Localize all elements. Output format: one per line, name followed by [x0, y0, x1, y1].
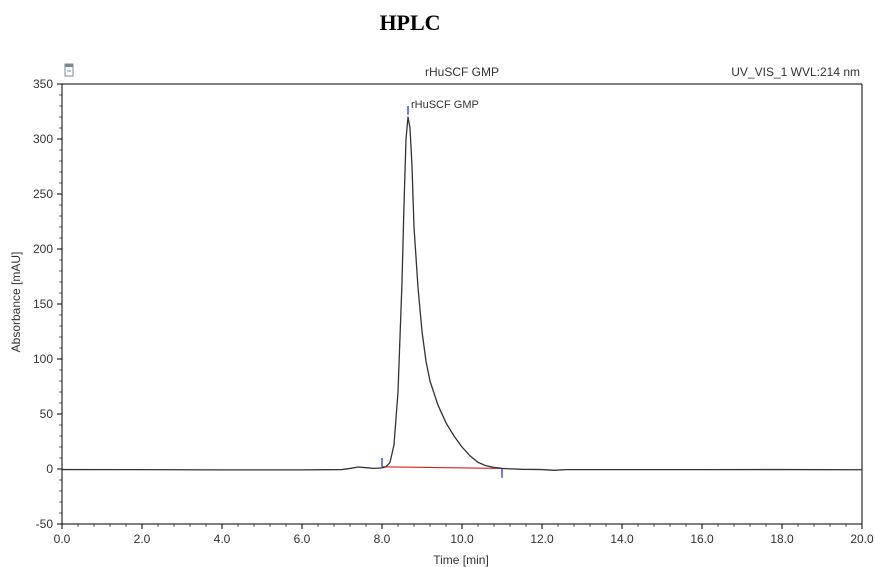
ticks: 0.0 2.0 4.0 6.0 8.0 10.0 12.0 14.0 16.0 18.0 20.0 -… — [33, 77, 874, 546]
page-title: HPLC — [379, 10, 441, 35]
y-tick-label: 350 — [33, 77, 53, 91]
y-tick-label: 0 — [46, 462, 53, 476]
x-tick-label: 10.0 — [450, 532, 474, 546]
x-tick-label: 14.0 — [610, 532, 634, 546]
y-tick-label: 100 — [33, 352, 53, 366]
x-tick-label: 16.0 — [690, 532, 714, 546]
y-axis-label: Absorbance [mAU] — [9, 252, 23, 353]
chart-title: rHuSCF GMP — [425, 65, 499, 79]
detector-label: UV_VIS_1 WVL:214 nm — [731, 65, 860, 79]
report-icon — [64, 63, 74, 77]
x-tick-label: 12.0 — [530, 532, 554, 546]
peak-label: rHuSCF GMP — [411, 99, 479, 111]
x-axis-label: Time [min] — [433, 553, 489, 567]
chart-marks: rHuSCF GMP — [61, 99, 863, 478]
y-tick-label: 150 — [33, 297, 53, 311]
y-tick-label: 50 — [40, 407, 54, 421]
x-tick-label: 18.0 — [770, 532, 794, 546]
x-tick-label: 6.0 — [294, 532, 311, 546]
y-tick-label: 250 — [33, 187, 53, 201]
x-tick-label: 4.0 — [214, 532, 231, 546]
y-tick-label: 300 — [33, 132, 53, 146]
x-tick-label: 20.0 — [850, 532, 874, 546]
y-tick-label: -50 — [36, 517, 54, 531]
y-tick-label: 200 — [33, 242, 53, 256]
chromatogram-trace — [61, 116, 863, 471]
x-tick-label: 2.0 — [134, 532, 151, 546]
integration-baseline — [381, 466, 503, 470]
axes — [61, 83, 863, 525]
x-tick-label: 0.0 — [54, 532, 71, 546]
x-tick-label: 8.0 — [374, 532, 391, 546]
